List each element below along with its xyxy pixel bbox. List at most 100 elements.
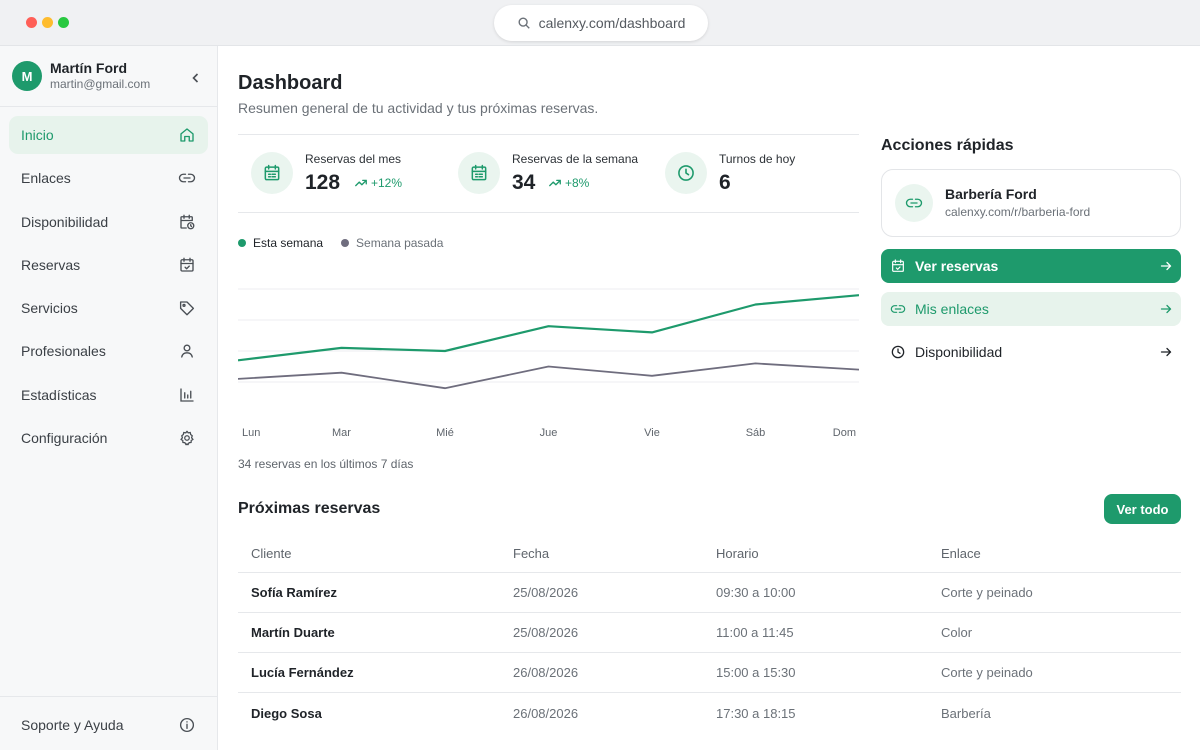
calendar-list-icon <box>471 164 487 181</box>
view-bookings-button[interactable]: Ver reservas <box>881 249 1181 283</box>
cell-time: 15:00 a 15:30 <box>716 665 796 680</box>
cell-time: 09:30 a 10:00 <box>716 585 796 600</box>
sidebar-item-label: Reservas <box>21 256 81 273</box>
calendar-list-icon <box>264 164 280 181</box>
link-card-name: Barbería Ford <box>945 186 1037 202</box>
button-label: Ver reservas <box>915 258 999 274</box>
divider <box>0 106 217 107</box>
x-tick-label: Vie <box>644 427 660 439</box>
legend-swatch <box>238 239 246 247</box>
sidebar-item-label: Configuración <box>21 430 108 447</box>
link-icon <box>178 173 196 183</box>
availability-button[interactable]: Disponibilidad <box>881 335 1181 369</box>
sidebar-item-profesionales[interactable]: Profesionales <box>9 332 208 370</box>
sidebar-nav: Inicio Enlaces Disponibilidad Reservas S… <box>9 116 208 462</box>
stat-icon-badge <box>458 152 500 194</box>
quick-actions-title: Acciones rápidas <box>881 137 1014 154</box>
table-row[interactable]: Lucía Fernández 26/08/2026 15:00 a 15:30… <box>238 653 1181 693</box>
legend-swatch <box>341 239 350 247</box>
cell-link: Color <box>941 625 973 640</box>
user-profile[interactable]: M Martín Ford martin@gmail.com <box>12 60 212 94</box>
search-icon <box>518 17 530 29</box>
table-row[interactable]: Martín Duarte 25/08/2026 11:00 a 11:45 C… <box>238 613 1181 653</box>
stat-icon-badge <box>251 152 293 194</box>
cell-date: 26/08/2026 <box>513 705 579 721</box>
button-label: Mis enlaces <box>915 301 989 317</box>
stat-value: 128 <box>305 171 341 194</box>
sidebar-item-label: Enlaces <box>21 170 71 187</box>
button-label: Disponibilidad <box>915 344 1003 360</box>
divider <box>238 134 859 135</box>
address-bar[interactable]: calenxy.com/dashboard <box>494 5 708 41</box>
sidebar-item-servicios[interactable]: Servicios <box>9 289 208 327</box>
link-icon <box>890 305 906 313</box>
chevron-left-icon <box>192 73 199 83</box>
trend-up-icon <box>355 179 367 187</box>
link-icon-badge <box>895 184 933 222</box>
sidebar-item-estadisticas[interactable]: Estadísticas <box>9 376 208 414</box>
see-all-button[interactable]: Ver todo <box>1104 494 1181 524</box>
upcoming-bookings-title: Próximas reservas <box>238 500 381 517</box>
page-subtitle: Resumen general de tu actividad y tus pr… <box>238 100 599 116</box>
table-header-row: Cliente Fecha Horario Enlace <box>238 535 1181 573</box>
user-email: martin@gmail.com <box>50 77 151 91</box>
stat-label: Reservas de la semana <box>512 152 639 166</box>
maximize-window-button[interactable] <box>58 17 69 28</box>
link-icon <box>905 198 923 208</box>
close-window-button[interactable] <box>26 17 37 28</box>
cell-client: Martín Duarte <box>251 625 335 640</box>
my-links-button[interactable]: Mis enlaces <box>881 292 1181 326</box>
column-header-horario: Horario <box>716 546 759 561</box>
sidebar-item-label: Estadísticas <box>21 386 97 403</box>
page-title: Dashboard <box>238 72 343 94</box>
column-header-fecha: Fecha <box>513 546 550 561</box>
calendar-check-icon <box>892 259 904 272</box>
stat-icon-badge <box>665 152 707 194</box>
chart-caption: 34 reservas en los últimos 7 días <box>238 457 414 471</box>
x-tick-label: Lun <box>242 427 260 439</box>
user-icon <box>181 344 193 359</box>
bar-chart-icon <box>180 388 194 402</box>
cell-client: Lucía Fernández <box>251 665 354 680</box>
x-tick-label: Jue <box>540 427 558 439</box>
cell-date: 26/08/2026 <box>513 665 579 680</box>
link-card-url: calenxy.com/r/barberia-ford <box>945 205 1091 219</box>
gear-icon <box>180 430 194 446</box>
cell-link: Corte y peinado <box>941 585 1033 600</box>
sidebar: M Martín Ford martin@gmail.com Inicio En… <box>0 46 218 750</box>
table-row[interactable]: Diego Sosa 26/08/2026 17:30 a 18:15 Barb… <box>238 693 1181 733</box>
legend-item-last-week: Semana pasada <box>341 236 443 250</box>
booking-link-card[interactable]: Barbería Ford calenxy.com/r/barberia-for… <box>881 169 1181 237</box>
cell-date: 25/08/2026 <box>513 585 579 600</box>
sidebar-item-inicio[interactable]: Inicio <box>9 116 208 154</box>
stat-label: Reservas del mes <box>305 152 402 166</box>
sidebar-item-configuracion[interactable]: Configuración <box>9 419 208 457</box>
bookings-line-chart: Lun Mar Mié Jue Vie Sáb Dom <box>238 288 859 439</box>
user-name: Martín Ford <box>50 60 127 76</box>
cell-time: 17:30 a 18:15 <box>716 705 796 721</box>
trend-up-icon <box>549 179 561 187</box>
sidebar-item-enlaces[interactable]: Enlaces <box>9 159 208 197</box>
minimize-window-button[interactable] <box>42 17 53 28</box>
table-row[interactable]: Sofía Ramírez 25/08/2026 09:30 a 10:00 C… <box>238 573 1181 613</box>
avatar: M <box>12 61 42 91</box>
clock-icon <box>678 165 694 181</box>
series-line-this-week <box>238 294 859 362</box>
support-link[interactable]: Soporte y Ayuda <box>9 706 208 744</box>
upcoming-bookings-table: Cliente Fecha Horario Enlace Sofía Ramír… <box>238 535 1181 733</box>
support-label: Soporte y Ayuda <box>21 717 124 733</box>
browser-chrome: calenxy.com/dashboard <box>0 0 1200 46</box>
sidebar-item-label: Servicios <box>21 300 78 317</box>
tag-icon <box>179 301 195 316</box>
chart-legend: Esta semana Semana pasada <box>238 236 443 250</box>
cell-link: Corte y peinado <box>941 665 1033 680</box>
sidebar-item-reservas[interactable]: Reservas <box>9 246 208 284</box>
home-icon <box>180 128 194 142</box>
clock-icon <box>891 345 905 359</box>
collapse-sidebar-button[interactable] <box>186 68 206 88</box>
stat-trend-value: +12% <box>371 176 403 190</box>
arrow-right-icon <box>1160 304 1172 314</box>
divider <box>0 696 217 697</box>
sidebar-item-disponibilidad[interactable]: Disponibilidad <box>9 203 208 241</box>
sidebar-item-label: Disponibilidad <box>21 213 109 230</box>
